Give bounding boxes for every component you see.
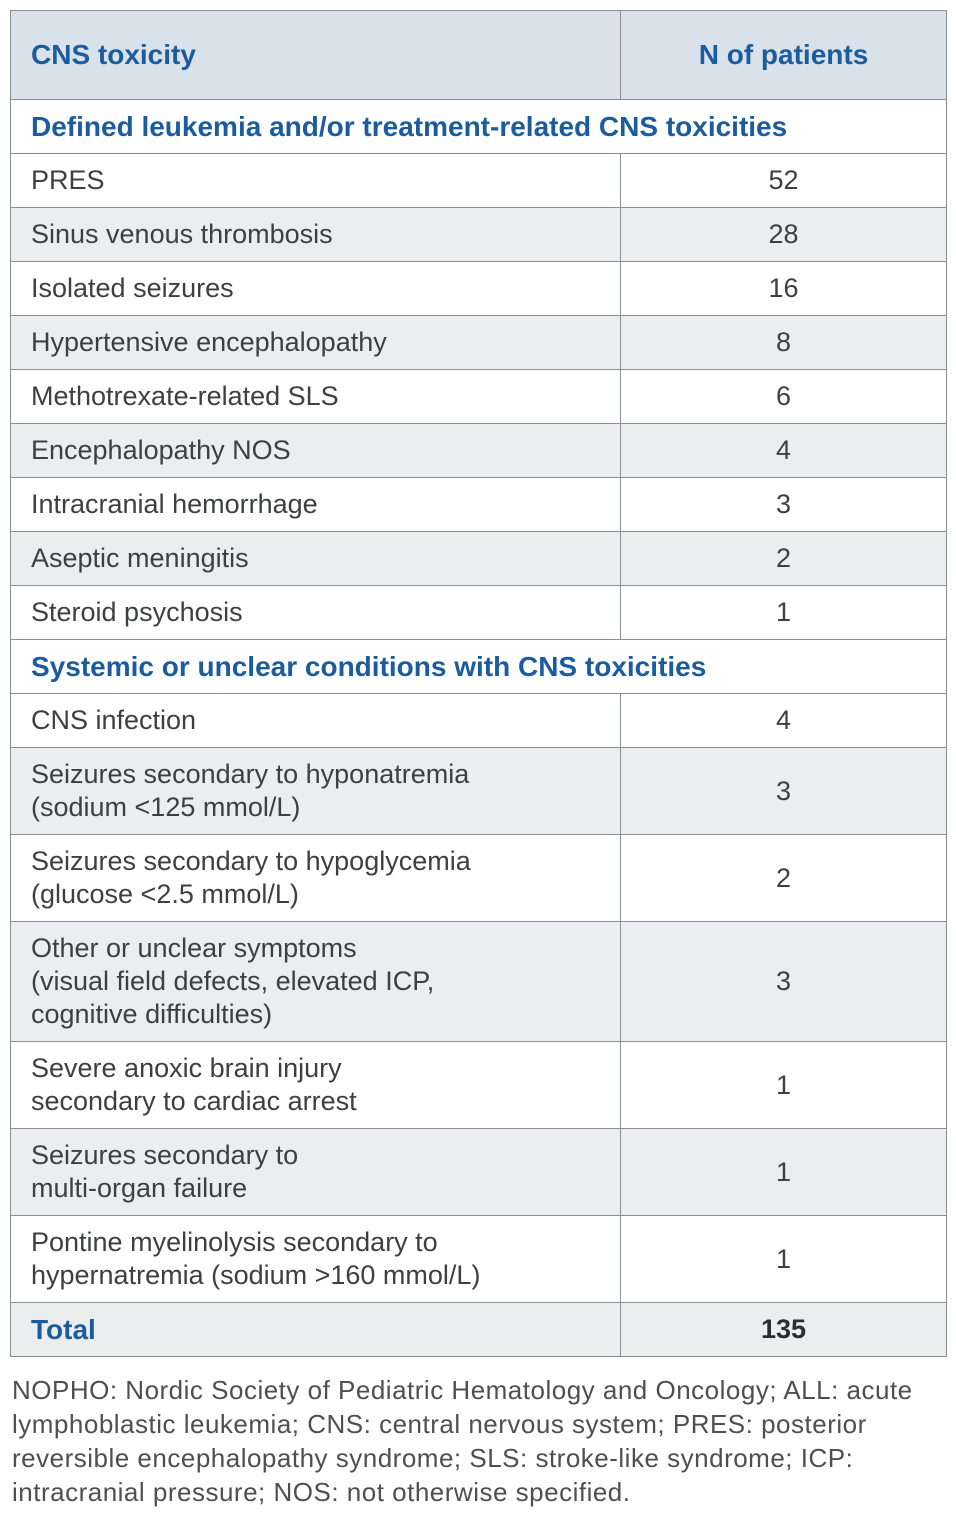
toxicity-label: CNS infection — [10, 693, 621, 748]
toxicity-label: Steroid psychosis — [10, 585, 621, 640]
total-value: 135 — [620, 1302, 947, 1357]
patient-count: 52 — [620, 153, 947, 208]
table-row: Seizures secondary to hypoglycemia (gluc… — [10, 834, 947, 922]
total-row: Total 135 — [10, 1302, 947, 1357]
table-row: CNS infection 4 — [10, 693, 947, 748]
table-row: Intracranial hemorrhage 3 — [10, 477, 947, 532]
table-row: Seizures secondary to hyponatremia (sodi… — [10, 747, 947, 835]
patient-count: 1 — [620, 1041, 947, 1129]
patient-count: 4 — [620, 423, 947, 478]
patient-count: 8 — [620, 315, 947, 370]
total-label: Total — [10, 1302, 621, 1357]
column-header-patients: N of patients — [620, 10, 947, 100]
patient-count: 1 — [620, 1215, 947, 1303]
table-row: Sinus venous thrombosis 28 — [10, 207, 947, 262]
table-row: Hypertensive encephalopathy 8 — [10, 315, 947, 370]
footnote: NOPHO: Nordic Society of Pediatric Hemat… — [12, 1375, 913, 1507]
table-row: Methotrexate-related SLS 6 — [10, 369, 947, 424]
toxicity-label: Encephalopathy NOS — [10, 423, 621, 478]
table-row: Encephalopathy NOS 4 — [10, 423, 947, 478]
table-header-row: CNS toxicity N of patients — [10, 10, 947, 100]
table-row: Isolated seizures 16 — [10, 261, 947, 316]
table-row: Other or unclear symptoms (visual field … — [10, 921, 947, 1042]
patient-count: 2 — [620, 834, 947, 922]
toxicity-label: Hypertensive encephalopathy — [10, 315, 621, 370]
toxicity-label: Methotrexate-related SLS — [10, 369, 621, 424]
patient-count: 28 — [620, 207, 947, 262]
section-header-defined: Defined leukemia and/or treatment-relate… — [10, 99, 947, 154]
section-header-row: Defined leukemia and/or treatment-relate… — [10, 99, 947, 154]
toxicity-label: Pontine myelinolysis secondary to hypern… — [10, 1215, 621, 1303]
patient-count: 3 — [620, 921, 947, 1042]
patient-count: 4 — [620, 693, 947, 748]
table-row: Aseptic meningitis 2 — [10, 531, 947, 586]
patient-count: 3 — [620, 477, 947, 532]
toxicity-label: Seizures secondary to multi-organ failur… — [10, 1128, 621, 1216]
section-header-systemic: Systemic or unclear conditions with CNS … — [10, 639, 947, 694]
section-header-row: Systemic or unclear conditions with CNS … — [10, 639, 947, 694]
table-row: PRES 52 — [10, 153, 947, 208]
toxicity-label: Other or unclear symptoms (visual field … — [10, 921, 621, 1042]
patient-count: 16 — [620, 261, 947, 316]
toxicity-label: Isolated seizures — [10, 261, 621, 316]
column-header-toxicity: CNS toxicity — [10, 10, 621, 100]
toxicity-label: PRES — [10, 153, 621, 208]
table-row: Steroid psychosis 1 — [10, 585, 947, 640]
toxicity-label: Severe anoxic brain injury secondary to … — [10, 1041, 621, 1129]
table-row: Severe anoxic brain injury secondary to … — [10, 1041, 947, 1129]
patient-count: 3 — [620, 747, 947, 835]
patient-count: 1 — [620, 1128, 947, 1216]
patient-count: 6 — [620, 369, 947, 424]
patient-count: 2 — [620, 531, 947, 586]
toxicity-label: Seizures secondary to hypoglycemia (gluc… — [10, 834, 621, 922]
toxicity-label: Seizures secondary to hyponatremia (sodi… — [10, 747, 621, 835]
table-row: Seizures secondary to multi-organ failur… — [10, 1128, 947, 1216]
cns-toxicity-table: CNS toxicity N of patients Defined leuke… — [10, 10, 947, 1357]
table-row: Pontine myelinolysis secondary to hypern… — [10, 1215, 947, 1303]
toxicity-label: Aseptic meningitis — [10, 531, 621, 586]
toxicity-label: Sinus venous thrombosis — [10, 207, 621, 262]
toxicity-label: Intracranial hemorrhage — [10, 477, 621, 532]
patient-count: 1 — [620, 585, 947, 640]
